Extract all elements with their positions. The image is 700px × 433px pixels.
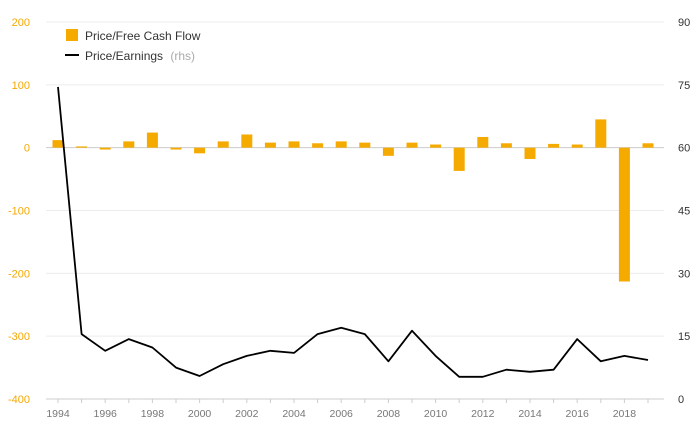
y-right-tick-label: 90: [678, 17, 690, 29]
bar: [477, 136, 489, 148]
bar: [548, 143, 560, 148]
y-left-tick-label: -300: [8, 331, 30, 343]
x-tick-label: 2018: [613, 408, 637, 420]
x-tick-label: 2000: [188, 408, 212, 420]
x-tick-label: 2004: [282, 408, 306, 420]
y-right-tick-label: 60: [678, 143, 690, 155]
bar: [500, 143, 512, 148]
bar: [99, 147, 111, 150]
bar: [312, 143, 324, 148]
x-tick-label: 2002: [235, 408, 259, 420]
x-tick-label: 2016: [566, 408, 590, 420]
y-left-tick-label: 100: [12, 80, 30, 92]
y-right-tick-label: 30: [678, 268, 690, 280]
y-left-tick-label: -100: [8, 206, 30, 218]
bar: [406, 142, 418, 148]
bar: [241, 134, 253, 148]
bar-series-price-fcf: [52, 119, 654, 282]
x-tick-label: 2012: [471, 408, 495, 420]
line-path: [57, 86, 649, 378]
bar: [618, 147, 630, 282]
y-right-tick-label: 45: [678, 206, 690, 218]
bar: [146, 132, 158, 148]
x-tick-label: 2006: [330, 408, 354, 420]
bar: [52, 140, 64, 148]
legend-label-price-fcf: Price/Free Cash Flow: [85, 29, 201, 43]
line-series-price-earnings: [57, 86, 649, 378]
bar: [595, 119, 607, 148]
y-left-tick-label: -400: [8, 394, 30, 406]
bar: [123, 141, 135, 148]
bar: [453, 147, 465, 171]
legend-label-price-earnings-wrap: Price/Earnings (rhs): [85, 49, 195, 63]
bar: [642, 143, 654, 148]
legend-label-price-earnings: Price/Earnings: [85, 49, 163, 63]
y-right-tick-label: 15: [678, 331, 690, 343]
y-right-tick-label: 75: [678, 80, 690, 92]
bar: [524, 147, 536, 159]
legend: Price/Free Cash Flow Price/Earnings (rhs…: [65, 29, 201, 63]
y-right-tick-label: 0: [678, 394, 684, 406]
x-tick-label: 2010: [424, 408, 448, 420]
x-tick-label: 1998: [141, 408, 165, 420]
bar: [359, 142, 371, 148]
legend-label-rhs-note: (rhs): [170, 49, 195, 63]
bar: [170, 147, 182, 150]
bar: [76, 146, 88, 148]
y-left-tick-label: 200: [12, 17, 30, 29]
bar: [264, 142, 276, 148]
y-left-tick-label: 0: [24, 143, 30, 155]
x-tick-label: 1994: [46, 408, 70, 420]
y-left-tick-label: -200: [8, 268, 30, 280]
bar: [335, 141, 347, 148]
x-tick-label: 2008: [377, 408, 401, 420]
bar: [194, 147, 206, 154]
bar: [430, 144, 442, 148]
x-tick-label: 2014: [518, 408, 542, 420]
bar: [571, 144, 583, 148]
bar: [382, 147, 394, 156]
axes: 200 100 0 -100 -200 -300 -400 90 75 60 45 30 15 0 1994…: [8, 17, 690, 420]
bar: [217, 141, 229, 148]
legend-swatch-price-fcf: [66, 29, 78, 41]
bar: [288, 141, 300, 148]
x-tick-label: 1996: [94, 408, 118, 420]
